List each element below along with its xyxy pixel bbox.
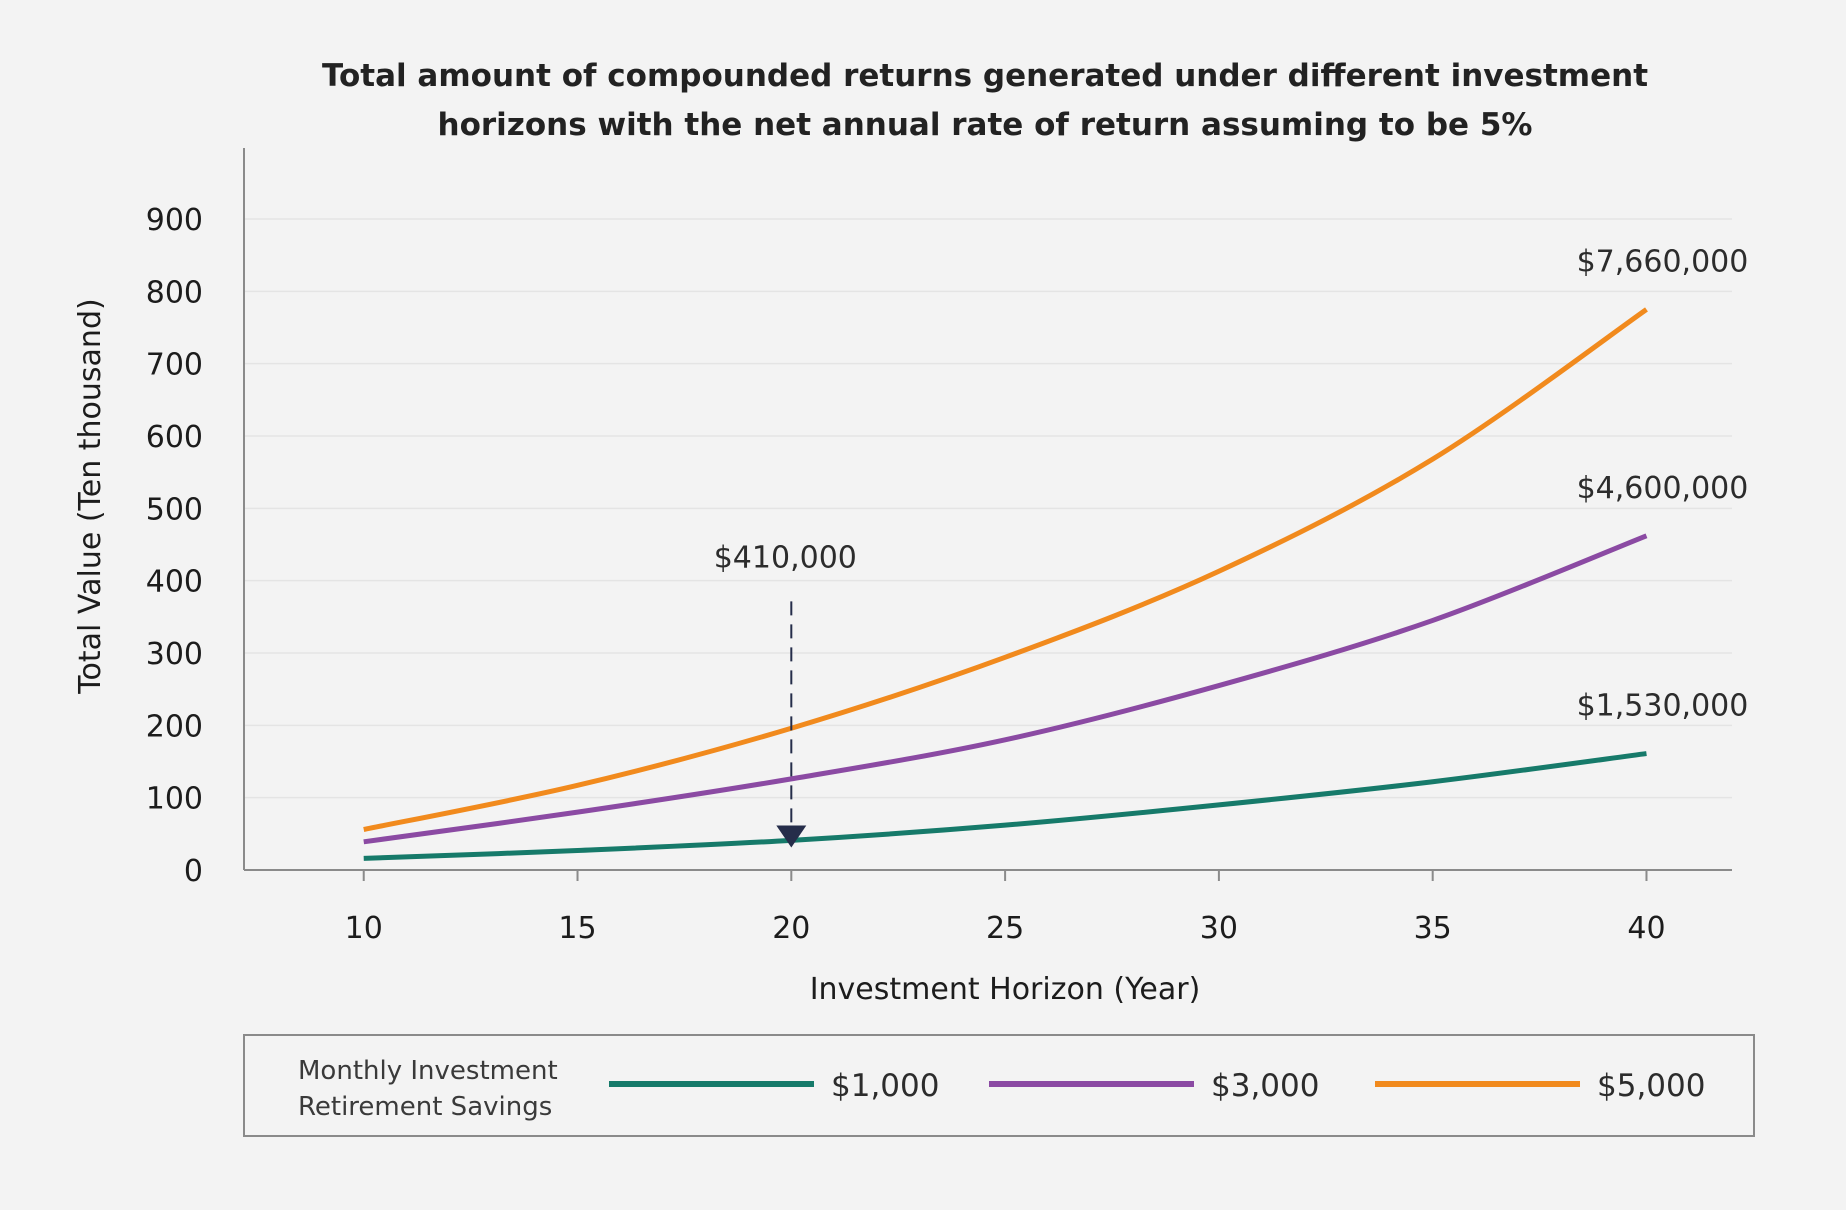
x-tick-label: 20 (772, 911, 810, 946)
y-axis-title: Total Value (Ten thousand) (73, 298, 108, 694)
y-tick-label: 700 (146, 348, 203, 383)
series-line (363, 307, 1648, 832)
x-tick-label: 25 (986, 911, 1024, 946)
y-tick-labels: 0 100 200 300 400 500 600 700 800 900 (146, 203, 203, 889)
legend-entry-label: $5,000 (1597, 1068, 1705, 1104)
gridlines (244, 218, 1732, 799)
y-tick-label: 300 (146, 637, 203, 672)
y-tick-label: 500 (146, 492, 203, 527)
legend-title: Retirement Savings (298, 1092, 552, 1122)
x-tick-labels: 10 15 20 25 30 35 40 (345, 870, 1666, 946)
y-tick-label: 600 (146, 420, 203, 455)
x-tick-label: 10 (345, 911, 383, 946)
y-tick-label: 400 (146, 565, 203, 600)
legend: Monthly Investment Retirement Savings $1,0… (243, 1034, 1755, 1137)
legend-entry-label: $1,000 (831, 1068, 939, 1104)
y-tick-label: 200 (146, 709, 203, 744)
legend-entry-label: $3,000 (1211, 1068, 1319, 1104)
chart-title: Total amount of compounded returns gener… (322, 58, 1648, 143)
x-tick-label: 15 (558, 911, 596, 946)
y-tick-label: 800 (146, 275, 203, 310)
end-value-label: $7,660,000 (1577, 244, 1749, 279)
chart-title-line: Total amount of compounded returns gener… (322, 58, 1648, 94)
x-tick-label: 40 (1627, 911, 1665, 946)
series-line (363, 533, 1648, 845)
axes (243, 148, 1732, 871)
chart-title-line: horizons with the net annual rate of ret… (438, 107, 1533, 143)
annotation-label: $410,000 (714, 540, 857, 575)
y-tick-label: 100 (146, 782, 203, 817)
legend-title: Monthly Investment (298, 1056, 558, 1086)
y-tick-label: 0 (184, 854, 203, 889)
x-axis-title: Investment Horizon (Year) (810, 972, 1201, 1007)
annotation-arrowhead (776, 825, 807, 848)
series-line (363, 751, 1647, 861)
annotations: $410,000 $7,660,000 $4,600,000 $1,530,000 (714, 244, 1749, 848)
end-value-label: $4,600,000 (1577, 471, 1749, 506)
x-tick-label: 30 (1200, 911, 1238, 946)
y-tick-label: 900 (146, 203, 203, 238)
end-value-label: $1,530,000 (1577, 689, 1749, 724)
legend-box (243, 1034, 1755, 1137)
series-lines (363, 307, 1648, 861)
x-tick-label: 35 (1414, 911, 1452, 946)
